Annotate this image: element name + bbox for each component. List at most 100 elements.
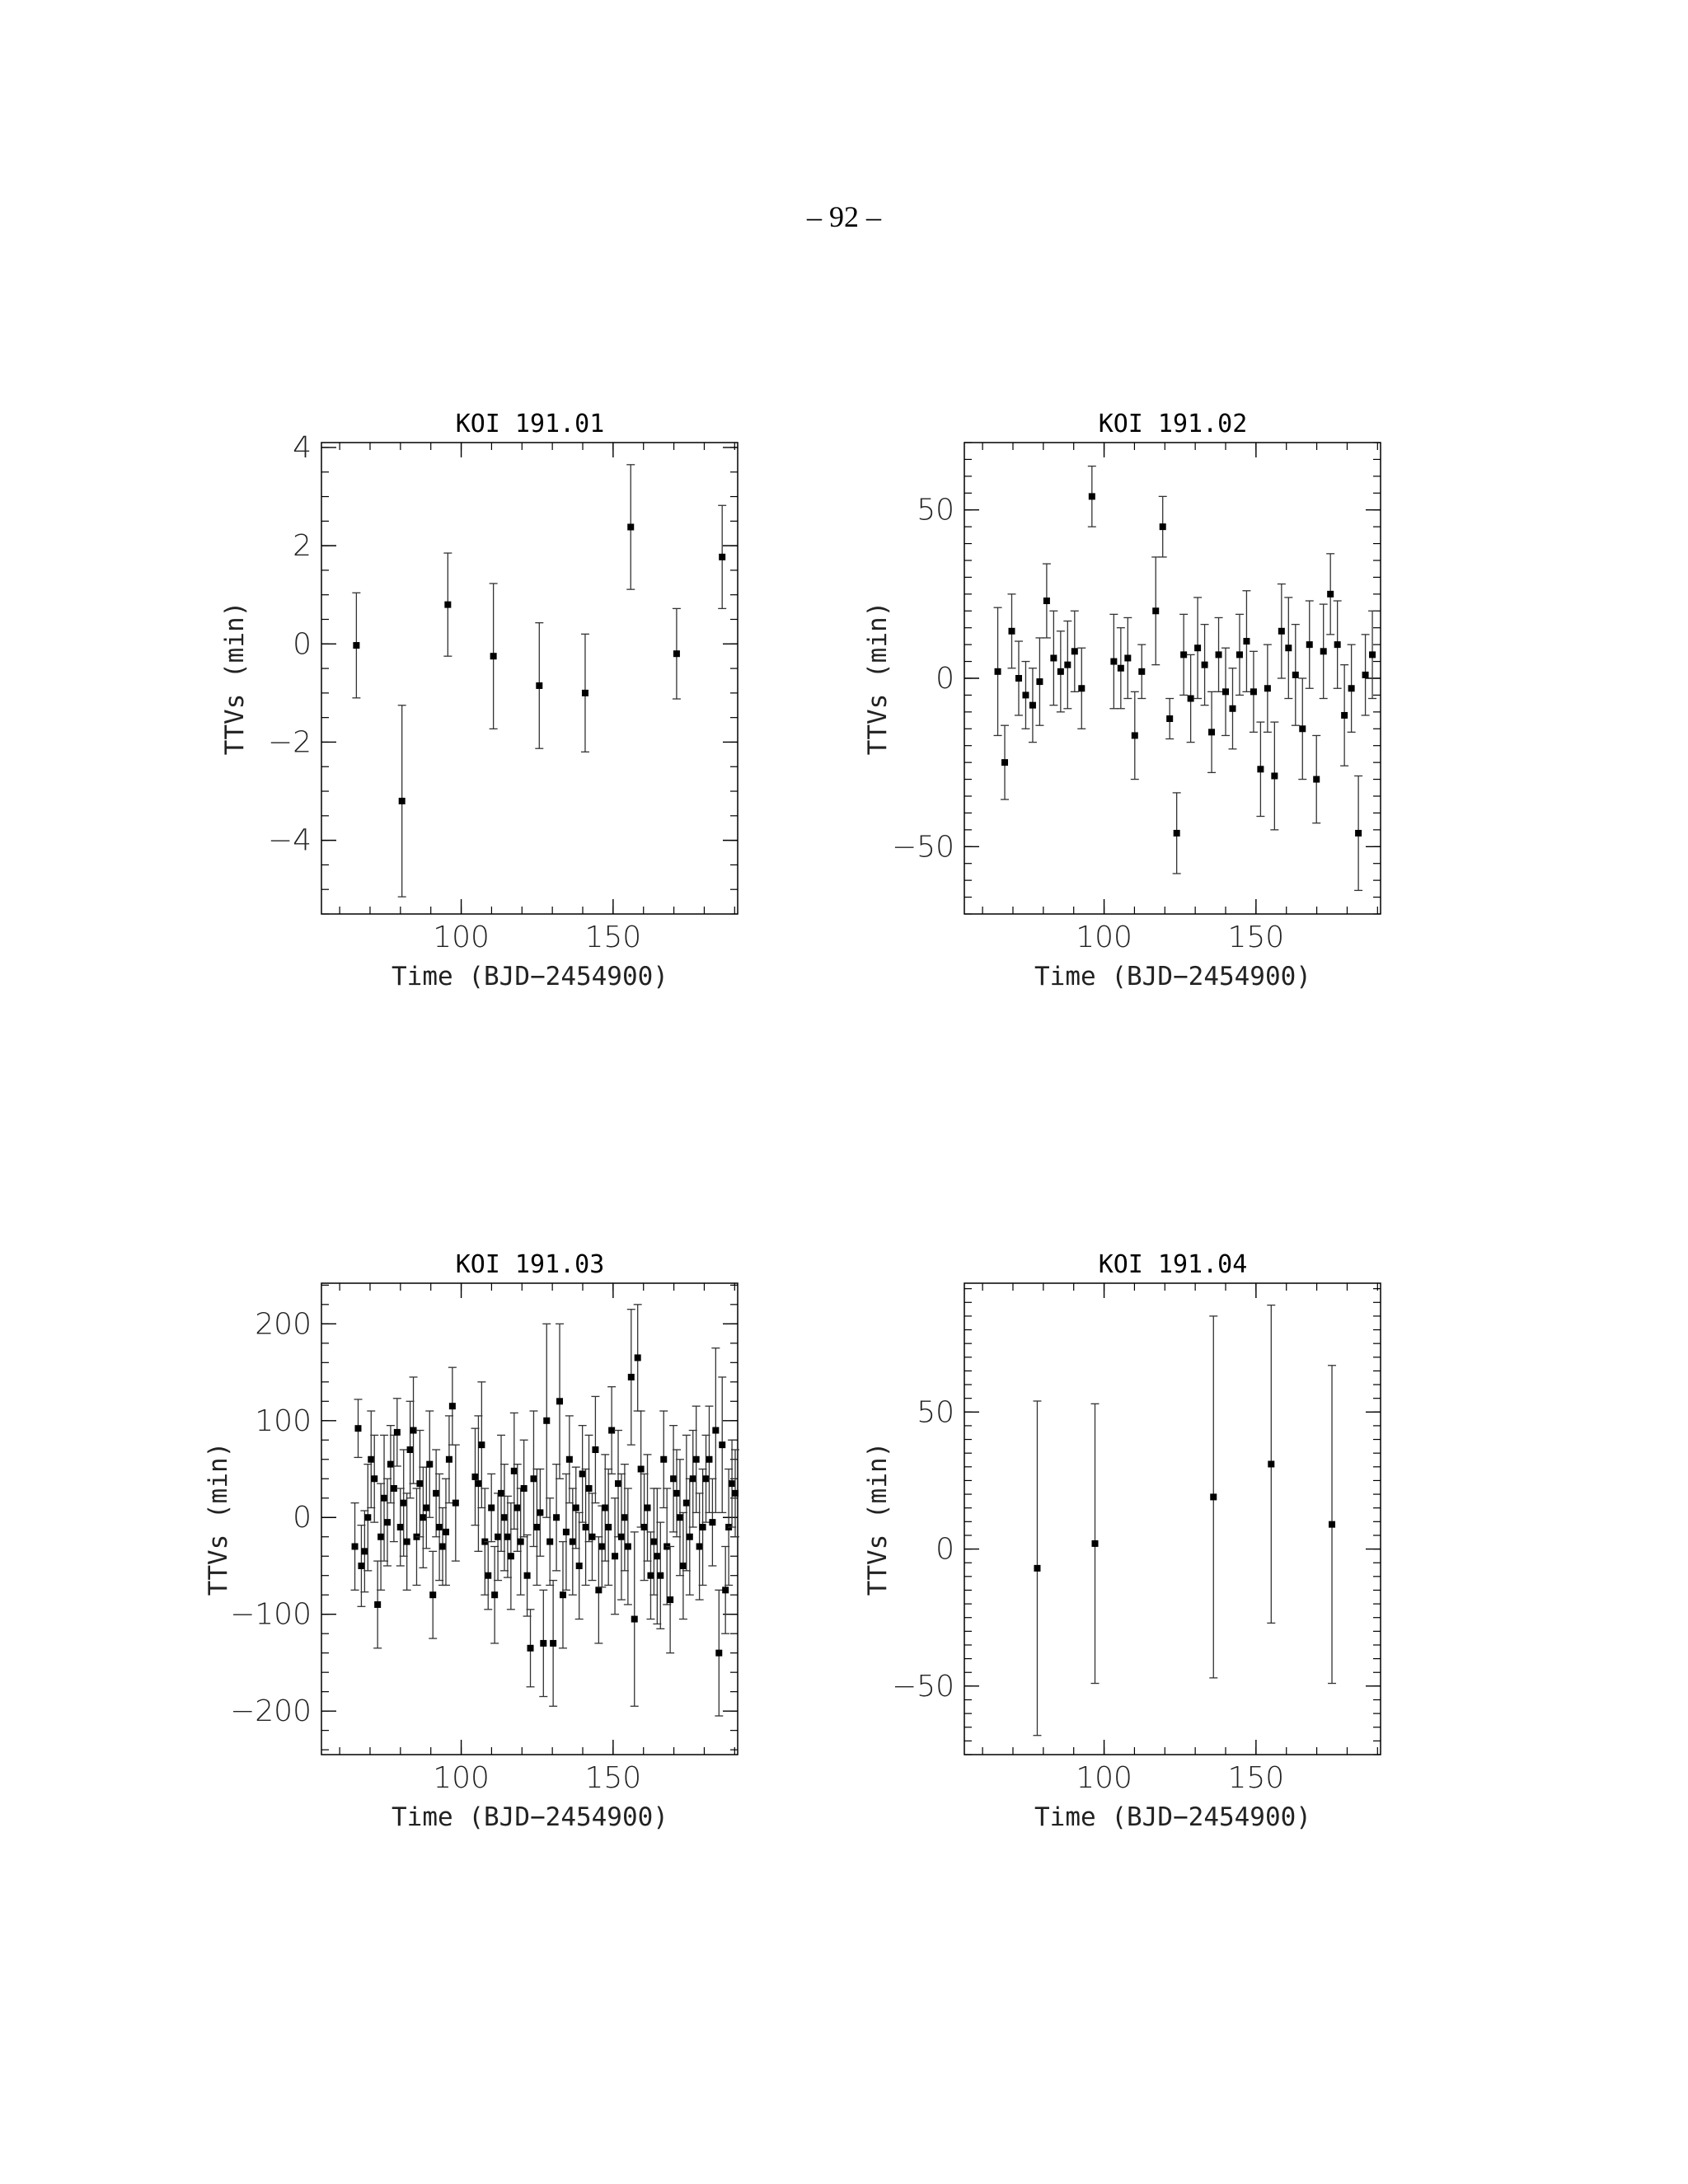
- data-point: [673, 1489, 681, 1497]
- data-point: [1071, 648, 1078, 655]
- chart-svg: KOI 191.02 100 150 −50 0 50 Time (BJD−245490…: [863, 410, 1381, 991]
- chart-panel-koi-191-04: KOI 191.04 100 150 −50 0 50 Time (BJD−245490…: [808, 1244, 1484, 1871]
- data-point: [498, 1489, 505, 1497]
- data-point: [699, 1523, 706, 1530]
- data-point: [615, 1480, 622, 1488]
- plot-frame: [321, 442, 738, 915]
- data-point: [1173, 829, 1180, 837]
- data-point: [556, 1398, 564, 1405]
- data-point: [410, 1427, 417, 1434]
- y-tick-label: 0: [935, 662, 954, 696]
- data-point: [581, 689, 588, 696]
- data-point: [448, 1403, 456, 1410]
- data-point: [644, 1504, 651, 1511]
- data-point: [426, 1460, 434, 1468]
- data-point: [403, 1538, 410, 1545]
- data-point: [536, 682, 543, 689]
- y-tick-label: 0: [935, 1533, 954, 1567]
- data-point: [1257, 766, 1264, 773]
- data-point: [1271, 772, 1278, 780]
- data-point: [553, 1514, 560, 1521]
- data-point: [1355, 829, 1362, 837]
- data-point: [682, 1499, 690, 1507]
- data-point: [504, 1533, 511, 1540]
- y-tick-label: 200: [255, 1307, 312, 1341]
- data-point: [507, 1553, 514, 1560]
- data-point: [634, 1354, 641, 1361]
- data-point: [490, 653, 497, 660]
- data-point: [491, 1591, 499, 1599]
- y-tick-label: −100: [230, 1598, 312, 1632]
- x-tick-label: 150: [1228, 1761, 1285, 1795]
- data-point: [559, 1591, 566, 1599]
- x-axis-label: Time (BJD−2454900): [1034, 962, 1311, 991]
- data-point: [393, 1428, 401, 1436]
- data-point: [1362, 671, 1369, 678]
- data-point: [715, 1649, 723, 1657]
- data-point: [592, 1446, 599, 1454]
- chart-title: KOI 191.02: [1099, 410, 1248, 438]
- data-point: [579, 1470, 586, 1478]
- data-point: [1201, 661, 1208, 668]
- y-tick-label: −50: [892, 1670, 954, 1704]
- data-point: [637, 1465, 645, 1473]
- data-point: [520, 1485, 528, 1493]
- data-point: [439, 1543, 447, 1550]
- data-point: [550, 1639, 557, 1647]
- data-point: [377, 1533, 385, 1540]
- data-point: [709, 1519, 716, 1526]
- data-point: [475, 1480, 482, 1488]
- data-point: [1313, 776, 1320, 783]
- data-point: [1036, 678, 1043, 686]
- data-point: [423, 1504, 430, 1511]
- data-point: [1194, 644, 1202, 652]
- y-tick-label: 100: [255, 1404, 312, 1438]
- data-point: [640, 1523, 648, 1530]
- y-tick-label: 2: [293, 529, 312, 563]
- x-axis-label: Time (BJD−2454900): [1034, 1802, 1311, 1832]
- data-point: [1001, 759, 1009, 766]
- data-point: [575, 1562, 583, 1569]
- y-tick-label: 0: [293, 627, 312, 661]
- data-point: [1210, 1493, 1217, 1501]
- data-point: [1022, 691, 1029, 699]
- data-point: [478, 1441, 485, 1449]
- axis-ticks: 100 150 −50 0 50: [892, 1283, 1381, 1795]
- data-point: [624, 1543, 631, 1550]
- data-point: [588, 1533, 596, 1540]
- data-point: [654, 1553, 661, 1560]
- data-point: [488, 1504, 495, 1511]
- data-point: [500, 1514, 508, 1521]
- data-point: [732, 1489, 739, 1497]
- chart-title: KOI 191.01: [456, 410, 605, 438]
- data-point: [1029, 701, 1036, 709]
- data-point: [1334, 641, 1341, 649]
- data-point: [1229, 705, 1236, 712]
- chart-title: KOI 191.04: [1099, 1250, 1248, 1279]
- data-point: [605, 1523, 612, 1530]
- data-point: [679, 1562, 687, 1569]
- data-point: [533, 1523, 541, 1530]
- data-point: [1008, 627, 1015, 635]
- x-axis-label: Time (BJD−2454900): [392, 962, 668, 991]
- data-point: [517, 1538, 524, 1545]
- data-point: [351, 1543, 359, 1550]
- data-point: [354, 1425, 362, 1432]
- data-point: [371, 1475, 378, 1483]
- data-point: [1138, 668, 1146, 675]
- data-point: [1180, 651, 1188, 658]
- data-point: [1250, 688, 1257, 696]
- data-point: [608, 1427, 616, 1434]
- data-point: [523, 1572, 531, 1579]
- plot-frame: [964, 442, 1381, 915]
- data-point: [1131, 732, 1138, 739]
- plot-frame: [321, 1282, 738, 1755]
- data-point: [657, 1572, 664, 1579]
- data-point: [1278, 627, 1285, 635]
- data-point: [495, 1533, 502, 1540]
- y-tick-label: −50: [892, 830, 954, 864]
- axis-ticks: 100 150 −200 −100 0 100 200: [230, 1283, 738, 1795]
- data-point: [627, 523, 635, 531]
- data-point: [381, 1494, 388, 1502]
- data-point: [1110, 658, 1118, 665]
